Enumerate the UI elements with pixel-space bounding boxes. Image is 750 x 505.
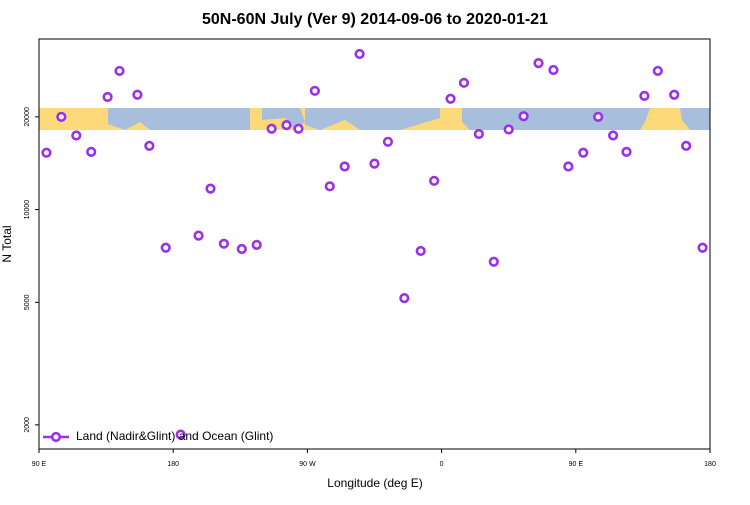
point	[652, 65, 663, 77]
point	[503, 124, 514, 135]
point	[175, 429, 186, 440]
x-tick-label: 0	[440, 461, 444, 468]
point	[548, 64, 559, 76]
point	[56, 111, 67, 122]
point	[533, 57, 544, 69]
point	[415, 245, 426, 257]
point	[473, 128, 484, 140]
y-tick-label: 5000	[24, 294, 31, 310]
point	[309, 85, 320, 96]
point	[102, 91, 113, 103]
point	[86, 146, 97, 157]
point	[518, 111, 529, 122]
point	[132, 89, 143, 100]
point	[339, 161, 350, 172]
point	[578, 147, 589, 158]
point	[593, 111, 604, 122]
point	[681, 140, 692, 151]
map-band	[39, 108, 710, 130]
point	[218, 238, 229, 249]
point	[369, 158, 380, 169]
point	[429, 175, 440, 186]
point	[281, 120, 292, 131]
point	[458, 77, 470, 88]
point	[607, 130, 619, 141]
point	[114, 65, 125, 77]
point	[621, 146, 632, 157]
point	[399, 293, 410, 304]
point	[324, 181, 335, 192]
point	[41, 147, 52, 158]
x-tick-label: 90 E	[32, 461, 47, 468]
point	[445, 93, 456, 104]
point	[697, 242, 708, 253]
point	[563, 161, 574, 172]
x-tick-label: 180	[167, 461, 179, 468]
point	[236, 243, 247, 255]
plot-frame	[38, 38, 711, 450]
chart-title: 50N-60N July (Ver 9) 2014-09-06 to 2020-…	[202, 11, 548, 28]
point	[71, 130, 82, 141]
point	[382, 136, 394, 147]
point	[488, 256, 499, 267]
x-tick-label: 180	[704, 461, 716, 468]
point	[160, 242, 171, 253]
point	[205, 183, 216, 194]
y-axis-label: N Total	[0, 225, 14, 262]
x-axis-label: Longitude (deg E)	[327, 476, 422, 490]
point	[266, 123, 277, 134]
point	[144, 140, 155, 151]
legend-marker	[50, 431, 62, 443]
point	[251, 239, 262, 251]
point	[354, 48, 365, 60]
point	[639, 90, 650, 101]
y-tick-label: 2000	[24, 417, 31, 433]
x-tick-label: 90 E	[569, 461, 584, 468]
point	[669, 89, 680, 100]
point	[193, 230, 204, 241]
y-tick-label: 10000	[24, 200, 31, 220]
point	[293, 123, 304, 134]
y-tick-label: 20000	[24, 107, 31, 127]
x-tick-label: 90 W	[299, 461, 316, 468]
legend-label: Land (Nadir&Glint) and Ocean (Glint)	[76, 429, 273, 443]
